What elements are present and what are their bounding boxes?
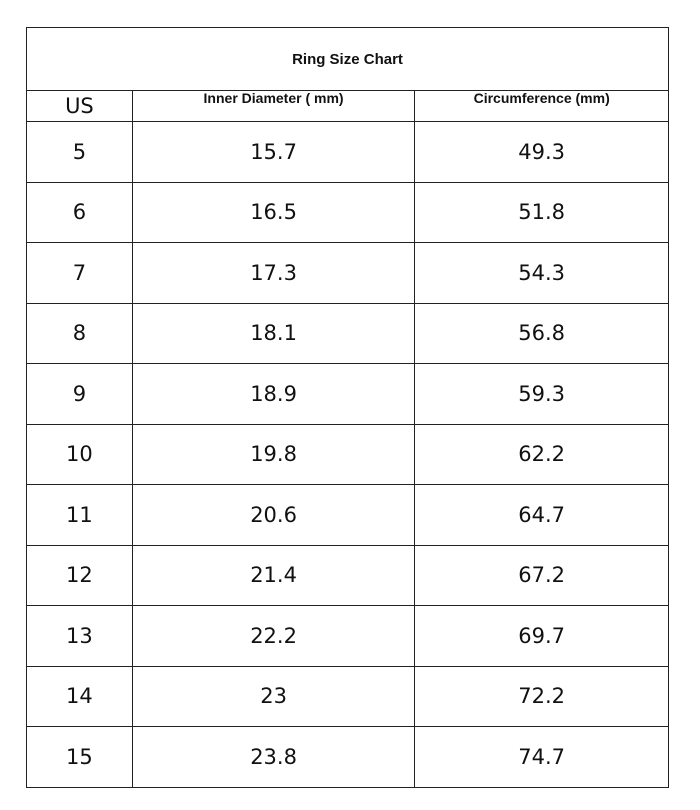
table-row: 14 23 72.2 <box>26 665 669 727</box>
cell-diameter: 17.3 <box>131 242 416 304</box>
cell-us: 7 <box>26 242 133 304</box>
cell-circumference: 64.7 <box>414 484 669 546</box>
cell-circumference: 74.7 <box>414 726 669 788</box>
cell-us: 11 <box>26 484 133 546</box>
table-row: 11 20.6 64.7 <box>26 484 669 546</box>
ring-size-table: Ring Size Chart US Inner Diameter ( mm) … <box>26 27 669 788</box>
cell-diameter: 22.2 <box>131 605 416 667</box>
table-row: 12 21.4 67.2 <box>26 544 669 606</box>
cell-us: 5 <box>26 121 133 183</box>
cell-circumference: 67.2 <box>414 544 669 606</box>
cell-us: 9 <box>26 363 133 425</box>
cell-us: 8 <box>26 302 133 364</box>
table-title: Ring Size Chart <box>26 27 669 91</box>
table-row: 5 15.7 49.3 <box>26 121 669 183</box>
cell-us: 14 <box>26 665 133 727</box>
cell-diameter: 21.4 <box>131 544 416 606</box>
cell-circumference: 51.8 <box>414 181 669 243</box>
table-row: 6 16.5 51.8 <box>26 181 669 243</box>
cell-circumference: 62.2 <box>414 423 669 485</box>
cell-us: 12 <box>26 544 133 606</box>
cell-circumference: 72.2 <box>414 665 669 727</box>
table-row: 7 17.3 54.3 <box>26 242 669 304</box>
cell-us: 13 <box>26 605 133 667</box>
cell-diameter: 15.7 <box>131 121 416 183</box>
cell-diameter: 18.9 <box>131 363 416 425</box>
table-row: 8 18.1 56.8 <box>26 302 669 364</box>
cell-diameter: 20.6 <box>131 484 416 546</box>
table-row: 15 23.8 74.7 <box>26 726 669 788</box>
cell-diameter: 18.1 <box>131 302 416 364</box>
table-row: 13 22.2 69.7 <box>26 605 669 667</box>
cell-circumference: 59.3 <box>414 363 669 425</box>
cell-diameter: 23 <box>131 665 416 727</box>
header-circumference: Circumference (mm) <box>414 90 669 122</box>
cell-circumference: 54.3 <box>414 242 669 304</box>
cell-us: 15 <box>26 726 133 788</box>
cell-circumference: 56.8 <box>414 302 669 364</box>
cell-circumference: 69.7 <box>414 605 669 667</box>
header-diameter: Inner Diameter ( mm) <box>131 90 416 122</box>
cell-diameter: 16.5 <box>131 181 416 243</box>
cell-circumference: 49.3 <box>414 121 669 183</box>
header-us: US <box>26 90 133 122</box>
cell-diameter: 23.8 <box>131 726 416 788</box>
header-row: US Inner Diameter ( mm) Circumference (m… <box>26 90 669 122</box>
table-row: 9 18.9 59.3 <box>26 363 669 425</box>
cell-us: 6 <box>26 181 133 243</box>
cell-diameter: 19.8 <box>131 423 416 485</box>
table-row: 10 19.8 62.2 <box>26 423 669 485</box>
cell-us: 10 <box>26 423 133 485</box>
